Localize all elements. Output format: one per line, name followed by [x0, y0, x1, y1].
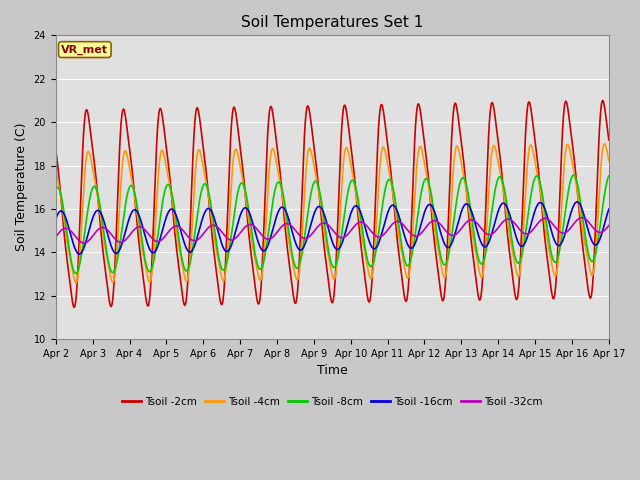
Tsoil -8cm: [237, 180, 245, 186]
Tsoil -4cm: [605, 158, 612, 164]
Tsoil -32cm: [540, 216, 547, 221]
Tsoil -4cm: [72, 280, 79, 286]
Tsoil -2cm: [599, 98, 607, 104]
Line: Tsoil -16cm: Tsoil -16cm: [56, 202, 609, 254]
Tsoil -32cm: [175, 224, 183, 230]
Tsoil -2cm: [162, 139, 170, 145]
Tsoil -32cm: [491, 229, 499, 235]
Text: VR_met: VR_met: [61, 45, 108, 55]
Tsoil -32cm: [237, 229, 245, 235]
Tsoil -2cm: [52, 147, 60, 153]
Tsoil -4cm: [491, 144, 499, 149]
Tsoil -4cm: [540, 211, 547, 217]
Tsoil -16cm: [605, 206, 612, 212]
Tsoil -32cm: [52, 234, 60, 240]
Tsoil -16cm: [237, 210, 245, 216]
Tsoil -16cm: [175, 222, 183, 228]
Line: Tsoil -4cm: Tsoil -4cm: [56, 144, 609, 283]
Tsoil -32cm: [419, 229, 426, 235]
Legend: Tsoil -2cm, Tsoil -4cm, Tsoil -8cm, Tsoil -16cm, Tsoil -32cm: Tsoil -2cm, Tsoil -4cm, Tsoil -8cm, Tsoi…: [118, 393, 547, 411]
Line: Tsoil -2cm: Tsoil -2cm: [56, 101, 609, 307]
Tsoil -4cm: [419, 150, 426, 156]
X-axis label: Time: Time: [317, 364, 348, 377]
Tsoil -8cm: [540, 199, 547, 204]
Tsoil -8cm: [175, 239, 183, 244]
Tsoil -4cm: [162, 160, 170, 166]
Tsoil -4cm: [175, 245, 183, 251]
Line: Tsoil -8cm: Tsoil -8cm: [56, 175, 609, 274]
Tsoil -8cm: [162, 185, 170, 191]
Line: Tsoil -32cm: Tsoil -32cm: [56, 217, 609, 243]
Tsoil -2cm: [540, 222, 547, 228]
Tsoil -16cm: [52, 216, 60, 222]
Tsoil -4cm: [601, 141, 609, 147]
Tsoil -8cm: [72, 271, 79, 276]
Tsoil -2cm: [70, 304, 78, 310]
Tsoil -8cm: [491, 190, 499, 195]
Tsoil -8cm: [52, 186, 60, 192]
Tsoil -4cm: [237, 168, 245, 174]
Y-axis label: Soil Temperature (C): Soil Temperature (C): [15, 123, 28, 252]
Tsoil -16cm: [573, 199, 581, 205]
Tsoil -16cm: [419, 216, 426, 222]
Tsoil -2cm: [175, 267, 183, 273]
Title: Soil Temperatures Set 1: Soil Temperatures Set 1: [241, 15, 424, 30]
Tsoil -2cm: [605, 137, 612, 143]
Tsoil -2cm: [419, 124, 426, 130]
Tsoil -4cm: [52, 166, 60, 172]
Tsoil -16cm: [491, 220, 499, 226]
Tsoil -8cm: [419, 184, 426, 190]
Tsoil -16cm: [76, 251, 83, 257]
Tsoil -16cm: [540, 203, 547, 209]
Tsoil -32cm: [605, 223, 612, 228]
Tsoil -2cm: [491, 111, 499, 117]
Tsoil -16cm: [162, 216, 170, 222]
Tsoil -2cm: [237, 151, 245, 156]
Tsoil -32cm: [578, 215, 586, 220]
Tsoil -8cm: [570, 172, 577, 178]
Tsoil -32cm: [80, 240, 88, 246]
Tsoil -32cm: [162, 233, 170, 239]
Tsoil -8cm: [605, 173, 612, 179]
